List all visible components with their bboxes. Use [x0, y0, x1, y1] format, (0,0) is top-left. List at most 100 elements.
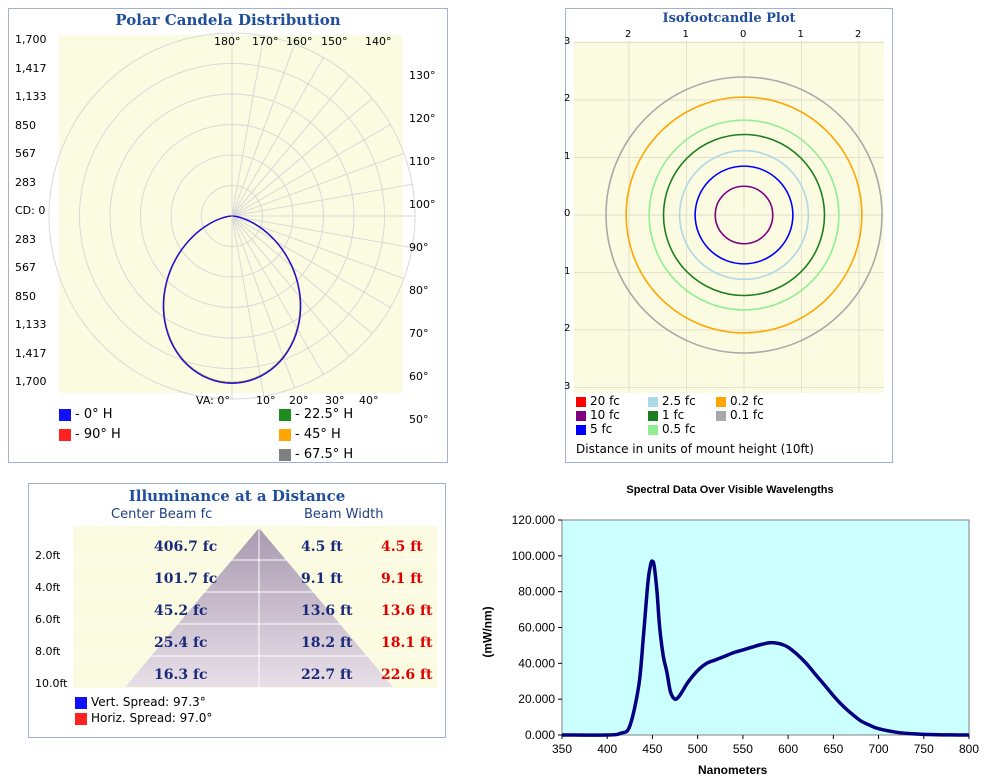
polar-top-angle: 160°	[286, 35, 313, 48]
y-tick-label: 60.000	[518, 621, 555, 635]
polar-legend-label: - 67.5° H	[295, 447, 354, 462]
legend-swatch	[279, 428, 291, 441]
illum-legend-label: Vert. Spread: 97.3°	[91, 695, 206, 709]
polar-legend-label: - 90° H	[75, 427, 121, 442]
polar-right-angle: 70°	[409, 327, 429, 340]
spectral-xlabel: Nanometers	[698, 763, 768, 777]
polar-grid-spoke	[231, 124, 391, 217]
iso-top-tick: 2	[625, 29, 632, 40]
y-tick-label: 20.000	[518, 692, 555, 706]
iso-left-tick: 3	[564, 35, 571, 47]
illum-col-beam: Beam Width	[304, 507, 384, 522]
iso-contour	[662, 133, 826, 297]
polar-right-angle: 120°	[409, 112, 436, 125]
polar-right-angle: 100°	[409, 198, 436, 211]
polar-cd-label: 567	[15, 261, 36, 274]
illum-beam-horiz: 4.5 ft	[381, 539, 423, 555]
polar-grid-spoke	[231, 215, 324, 375]
illum-distance: 10.0ft	[35, 677, 68, 690]
polar-legend-item: - 0° H	[59, 407, 113, 422]
iso-legend-label: 2.5 fc	[662, 394, 696, 408]
polar-grid-spoke	[231, 35, 265, 217]
legend-swatch	[576, 424, 586, 435]
polar-grid-spoke	[231, 57, 324, 217]
polar-legend-item: - 22.5° H	[279, 407, 353, 422]
x-tick-label: 450	[642, 742, 662, 756]
legend-swatch	[716, 410, 726, 421]
iso-legend-label: 0.2 fc	[730, 394, 764, 408]
iso-contour	[694, 165, 794, 265]
iso-left-tick: 1	[564, 265, 571, 277]
polar-legend-label: - 0° H	[75, 407, 113, 422]
illum-distance: 2.0ft	[35, 549, 61, 562]
illum-legend-label: Horiz. Spread: 97.0°	[91, 711, 213, 725]
iso-legend-item: 1 fc	[648, 408, 684, 422]
y-tick-label: 0.000	[525, 728, 555, 742]
legend-swatch	[59, 428, 71, 441]
iso-legend-label: 0.5 fc	[662, 422, 696, 436]
x-tick-label: 800	[959, 742, 979, 756]
iso-legend-label: 10 fc	[590, 408, 620, 422]
polar-grid-spoke	[231, 215, 265, 397]
iso-left-tick: 0	[564, 208, 571, 219]
polar-right-angle: 110°	[409, 155, 436, 168]
iso-legend-label: 5 fc	[590, 422, 613, 436]
polar-legend-item: - 67.5° H	[279, 447, 353, 462]
polar-bottom-angle: 30°	[325, 394, 345, 407]
iso-contour	[678, 149, 810, 281]
iso-contour	[605, 76, 883, 354]
polar-cd-label: 1,700	[15, 33, 47, 46]
x-tick-label: 500	[688, 742, 708, 756]
legend-swatch	[576, 396, 586, 407]
legend-swatch	[716, 396, 726, 407]
iso-left-tick: 2	[564, 323, 571, 334]
polar-grid-spoke	[231, 215, 296, 389]
polar-legend-label: - 22.5° H	[295, 407, 354, 422]
y-tick-label: 80.000	[518, 585, 555, 599]
iso-contour	[625, 96, 863, 334]
polar-top-angle: 150°	[321, 35, 348, 48]
polar-grid-spoke	[231, 215, 373, 335]
illum-panel: Illuminance at a Distance Center Beam fc…	[28, 483, 446, 738]
iso-panel: Isofootcandle Plot 2 1 0 1 2 3 2 1 0 1 2 3 20 fc 2.5…	[564, 8, 893, 463]
y-tick-label: 120.000	[512, 513, 556, 527]
legend-swatch	[75, 712, 87, 725]
illum-title: Illuminance at a Distance	[128, 487, 346, 505]
polar-title: Polar Candela Distribution	[115, 11, 341, 29]
iso-legend-item: 0.1 fc	[716, 408, 764, 422]
polar-top-angle: 180°	[214, 35, 241, 48]
iso-top-tick: 0	[740, 29, 747, 40]
illum-distance: 4.0ft	[35, 581, 61, 594]
iso-legend-item: 10 fc	[576, 408, 620, 422]
polar-right-angle: 130°	[409, 69, 436, 82]
iso-top-tick: 1	[682, 29, 689, 40]
legend-swatch	[59, 408, 71, 421]
polar-cd-label: 283	[15, 175, 36, 189]
x-tick-label: 550	[733, 742, 753, 756]
polar-cd-label: 850	[15, 118, 36, 132]
polar-right-angle: 80°	[409, 284, 429, 297]
iso-legend-label: 1 fc	[662, 408, 685, 422]
illum-col-center: Center Beam fc	[111, 507, 213, 522]
iso-legend-item: 0.2 fc	[716, 394, 764, 408]
iso-legend-item: 5 fc	[576, 422, 612, 436]
illum-beam-horiz: 13.6 ft	[381, 603, 433, 619]
illum-center-fc: 45.2 fc	[154, 603, 208, 619]
polar-grid-spoke	[231, 43, 296, 217]
polar-grid-spoke	[231, 183, 413, 217]
x-tick-label: 350	[552, 742, 572, 756]
y-tick-label: 40.000	[518, 656, 555, 670]
illum-center-fc: 16.3 fc	[154, 667, 208, 683]
polar-legend-item: - 45° H	[279, 427, 341, 442]
polar-cd-label: 567	[15, 147, 36, 160]
iso-contour	[648, 119, 840, 311]
x-tick-label: 650	[823, 742, 843, 756]
iso-left-tick: 2	[564, 93, 571, 104]
polar-cd-label: 1,133	[15, 90, 47, 103]
y-tick-label: 100.000	[512, 549, 556, 563]
illum-center-fc: 406.7 fc	[154, 539, 218, 555]
legend-swatch	[279, 448, 291, 461]
spectral-ylabel: (mW/nm)	[480, 606, 495, 658]
illum-beam-vert: 4.5 ft	[301, 539, 343, 555]
polar-chart	[48, 32, 416, 400]
